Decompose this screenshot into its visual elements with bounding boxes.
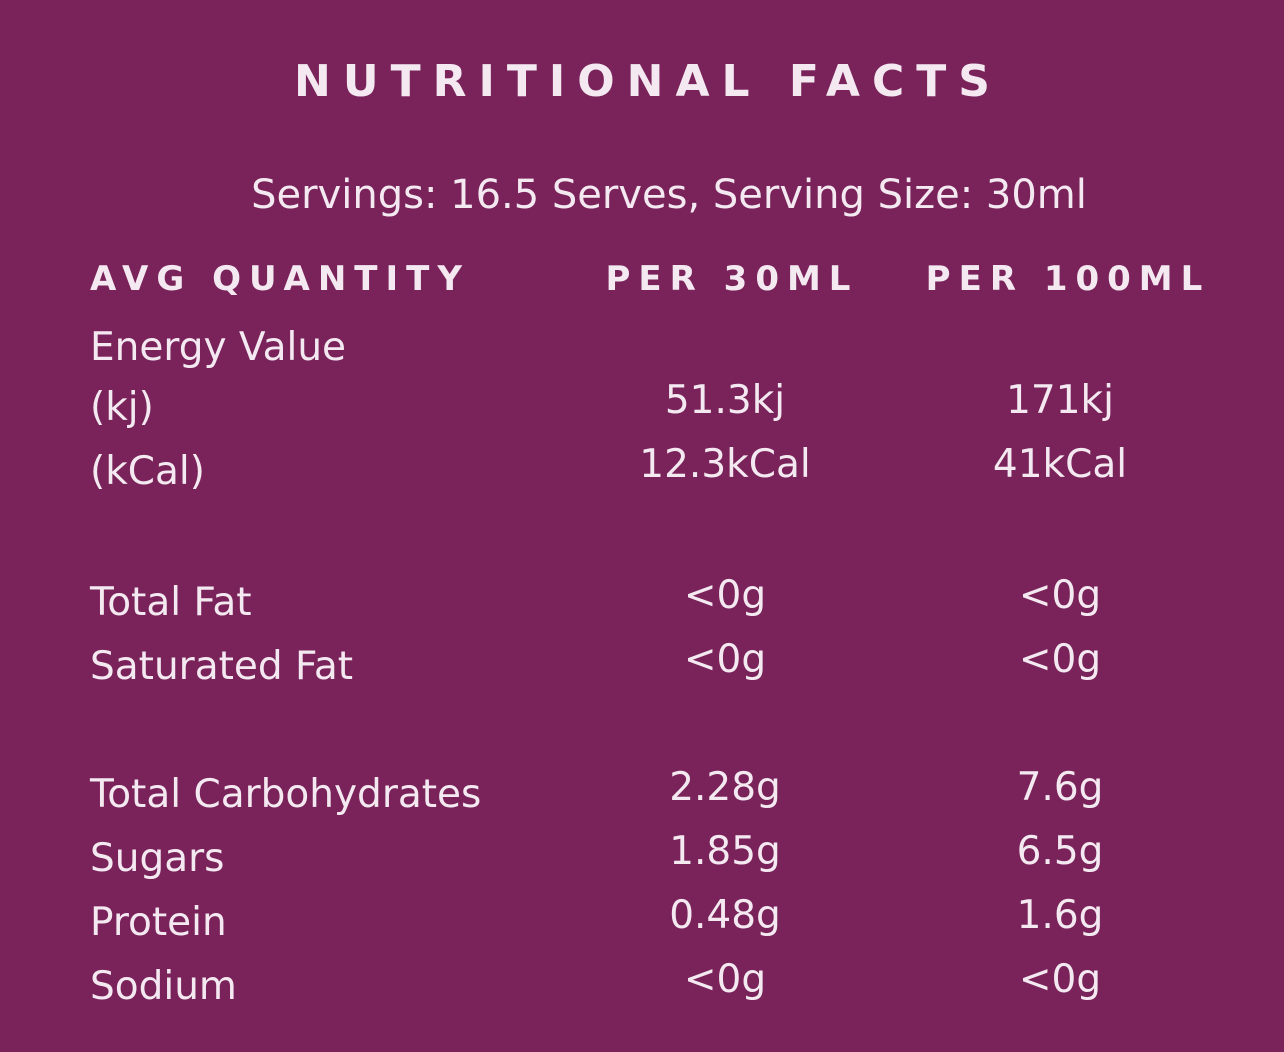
row-value: 7.6g bbox=[1016, 765, 1104, 810]
row-value: <0g bbox=[683, 637, 767, 682]
column-header: PER 100ML bbox=[925, 259, 1211, 299]
row-label: Protein bbox=[90, 900, 227, 945]
title: NUTRITIONAL FACTS bbox=[294, 56, 1002, 107]
row-label: Energy Value bbox=[90, 325, 347, 370]
row-label: (kj) bbox=[90, 385, 154, 430]
row-label: Sugars bbox=[90, 836, 225, 881]
column-header: PER 30ML bbox=[605, 259, 859, 299]
column-header: AVG QUANTITY bbox=[90, 259, 470, 299]
row-value: 12.3kCal bbox=[639, 442, 811, 487]
row-value: 6.5g bbox=[1016, 829, 1104, 874]
row-label: Total Fat bbox=[90, 580, 252, 625]
row-value: <0g bbox=[683, 957, 767, 1002]
row-value: 171kj bbox=[1006, 378, 1114, 423]
row-value: <0g bbox=[683, 573, 767, 618]
row-label: Total Carbohydrates bbox=[90, 772, 482, 817]
row-label: Sodium bbox=[90, 964, 237, 1009]
subtitle: Servings: 16.5 Serves, Serving Size: 30m… bbox=[251, 172, 1087, 218]
row-value: 1.85g bbox=[669, 829, 781, 874]
row-value: 2.28g bbox=[669, 765, 781, 810]
row-value: 1.6g bbox=[1016, 893, 1104, 938]
row-value: 51.3kj bbox=[664, 378, 786, 423]
row-value: 0.48g bbox=[669, 893, 781, 938]
row-value: <0g bbox=[1018, 957, 1102, 1002]
row-value: <0g bbox=[1018, 573, 1102, 618]
row-label: Saturated Fat bbox=[90, 644, 354, 689]
row-label: (kCal) bbox=[90, 449, 205, 494]
row-value: <0g bbox=[1018, 637, 1102, 682]
row-value: 41kCal bbox=[992, 442, 1128, 487]
